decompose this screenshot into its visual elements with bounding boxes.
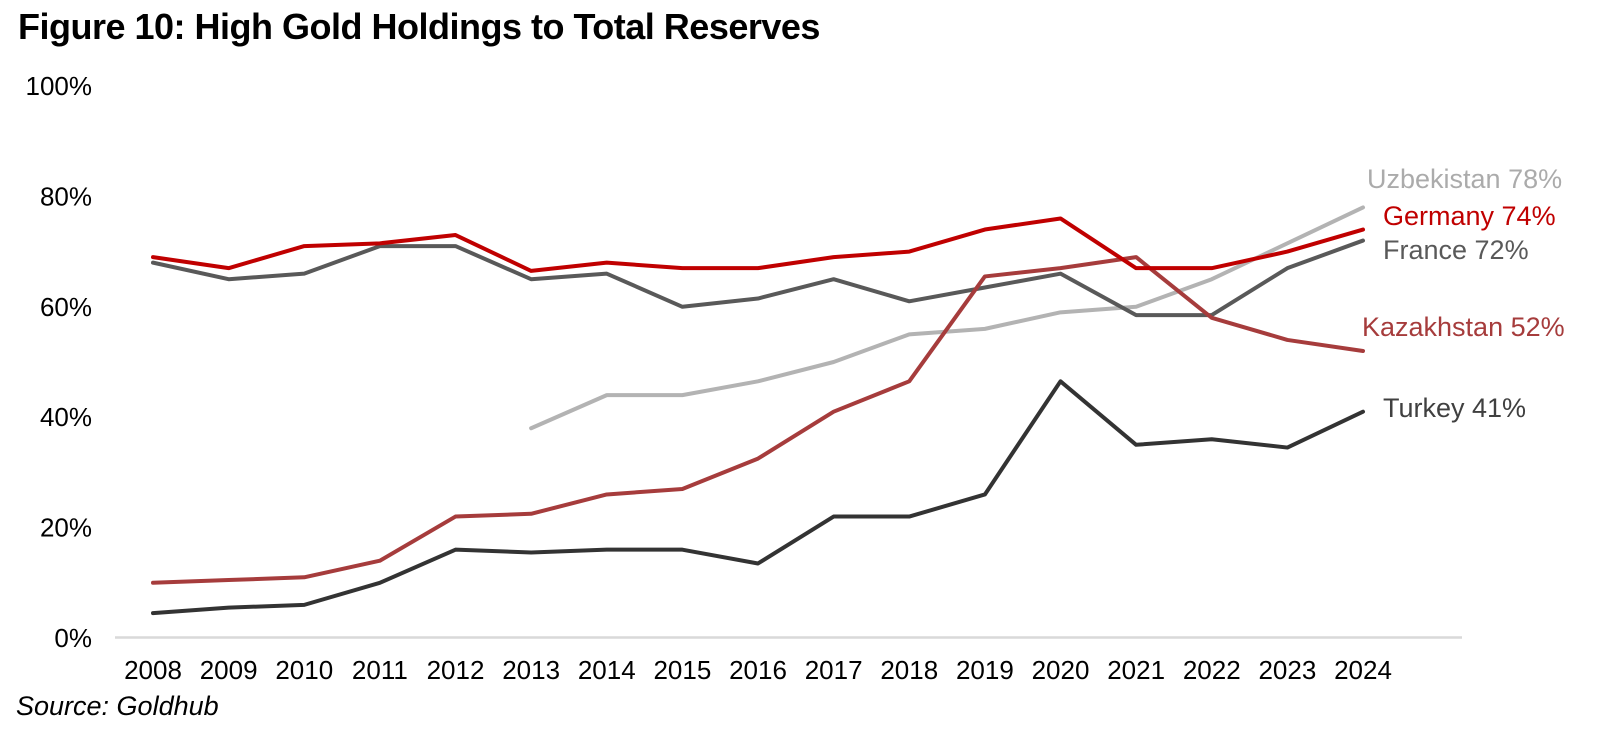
chart-title: Figure 10: High Gold Holdings to Total R… xyxy=(18,6,820,47)
series-label-uzbekistan: Uzbekistan 78% xyxy=(1367,164,1563,194)
series-label-france: France 72% xyxy=(1383,235,1529,265)
y-tick-label: 100% xyxy=(26,71,93,101)
x-tick-label: 2016 xyxy=(729,655,787,685)
x-tick-label: 2019 xyxy=(956,655,1014,685)
series-line-france xyxy=(151,238,1365,318)
series-line-kazakhstan xyxy=(151,255,1365,585)
y-tick-label: 20% xyxy=(40,513,92,543)
x-tick-label: 2022 xyxy=(1183,655,1241,685)
series-label-germany: Germany 74% xyxy=(1383,201,1556,231)
y-tick-label: 0% xyxy=(54,623,92,653)
x-tick-label: 2015 xyxy=(653,655,711,685)
series-label-turkey: Turkey 41% xyxy=(1383,393,1527,423)
x-tick-label: 2021 xyxy=(1107,655,1165,685)
x-tick-label: 2017 xyxy=(805,655,863,685)
x-tick-label: 2013 xyxy=(502,655,560,685)
y-tick-label: 60% xyxy=(40,292,92,322)
x-tick-label: 2010 xyxy=(275,655,333,685)
series-label-kazakhstan: Kazakhstan 52% xyxy=(1362,312,1565,342)
x-tick-label: 2009 xyxy=(200,655,258,685)
x-tick-label: 2023 xyxy=(1258,655,1316,685)
y-tick-label: 40% xyxy=(40,402,92,432)
x-tick-label: 2014 xyxy=(578,655,636,685)
y-tick-label: 80% xyxy=(40,181,92,211)
x-tick-label: 2012 xyxy=(427,655,485,685)
x-tick-label: 2024 xyxy=(1334,655,1392,685)
x-tick-label: 2011 xyxy=(352,655,408,685)
x-tick-label: 2020 xyxy=(1032,655,1090,685)
source-note: Source: Goldhub xyxy=(16,691,219,721)
x-tick-label: 2008 xyxy=(124,655,182,685)
series-line-turkey xyxy=(151,379,1365,616)
series-line-germany xyxy=(151,216,1365,273)
x-tick-label: 2018 xyxy=(880,655,938,685)
